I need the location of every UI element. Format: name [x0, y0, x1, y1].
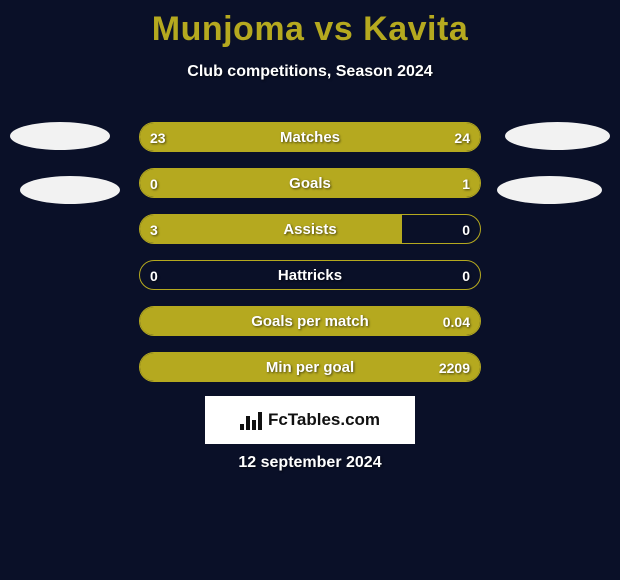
- stat-row-min-per-goal: Min per goal 2209: [139, 352, 481, 382]
- stat-row-hattricks: 0 Hattricks 0: [139, 260, 481, 290]
- brand-text: FcTables.com: [268, 410, 380, 430]
- stat-label: Goals per match: [140, 307, 480, 335]
- stat-value-right: 0.04: [443, 307, 470, 335]
- footer-date: 12 september 2024: [0, 454, 620, 472]
- stat-value-right: 2209: [439, 353, 470, 381]
- stat-value-right: 24: [454, 123, 470, 151]
- stat-row-goals-per-match: Goals per match 0.04: [139, 306, 481, 336]
- stat-row-goals: 0 Goals 1: [139, 168, 481, 198]
- stat-label: Min per goal: [140, 353, 480, 381]
- bar-chart-icon: [240, 410, 262, 430]
- brand-badge: FcTables.com: [205, 396, 415, 444]
- stat-label: Matches: [140, 123, 480, 151]
- stat-row-matches: 23 Matches 24: [139, 122, 481, 152]
- stat-value-right: 0: [462, 261, 470, 289]
- page-title: Munjoma vs Kavita: [0, 0, 620, 49]
- stat-value-right: 0: [462, 215, 470, 243]
- stat-rows: 23 Matches 24 0 Goals 1 3 Assists 0 0 Ha…: [0, 122, 620, 398]
- stat-value-right: 1: [462, 169, 470, 197]
- page-subtitle: Club competitions, Season 2024: [0, 63, 620, 81]
- stat-label: Assists: [140, 215, 480, 243]
- stat-row-assists: 3 Assists 0: [139, 214, 481, 244]
- stat-label: Hattricks: [140, 261, 480, 289]
- stat-label: Goals: [140, 169, 480, 197]
- infographic-container: Munjoma vs Kavita Club competitions, Sea…: [0, 0, 620, 580]
